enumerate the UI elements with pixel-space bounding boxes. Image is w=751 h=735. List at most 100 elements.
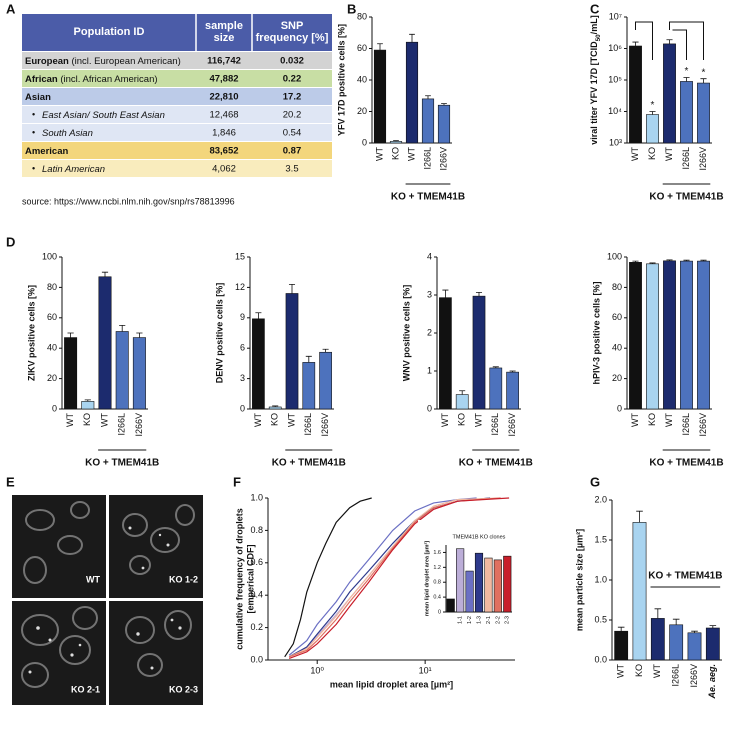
error-bar <box>305 355 312 363</box>
significance: * <box>702 67 706 78</box>
row-size: 1,846 <box>212 128 236 139</box>
y-tick-label: 0.8 <box>433 580 441 586</box>
header-cell: Population ID <box>74 26 145 38</box>
group-label: KO + TMEM41B <box>272 458 346 469</box>
group-label: KO + TMEM41B <box>649 192 723 203</box>
bar <box>687 632 702 661</box>
row-snp: 3.5 <box>285 164 298 175</box>
y-tick-label: 0 <box>52 403 57 413</box>
error-bar <box>322 348 329 353</box>
header-cell: size <box>214 32 235 44</box>
error-bar <box>691 630 698 633</box>
row-name-main: South Asian <box>42 128 93 139</box>
row-size: 116,742 <box>207 56 241 67</box>
y-axis-label: ZIKV positive cells [%] <box>26 285 36 381</box>
bar <box>697 82 710 144</box>
header-cell: SNP <box>281 20 304 32</box>
y-tick-label: 12 <box>235 282 245 292</box>
bullet: • <box>32 163 35 173</box>
x-tick-label: WT <box>652 664 662 678</box>
y-tick-label: 40 <box>612 343 622 353</box>
image-label: WT <box>86 574 100 584</box>
bar <box>489 367 503 410</box>
row-name: South Asian <box>42 128 93 139</box>
x-tick-label: 10⁰ <box>310 665 324 675</box>
bar <box>472 295 486 410</box>
y-tick-label: 1.5 <box>594 534 607 544</box>
error-bar <box>666 39 673 44</box>
error-bar <box>509 370 516 373</box>
source: source: https://www.ncbi.nlm.nih.gov/snp… <box>22 196 235 206</box>
image-label: KO 1-2 <box>169 574 198 584</box>
x-tick-label: WT <box>630 413 640 427</box>
bar <box>285 293 299 410</box>
bar <box>437 104 451 144</box>
header-cell: frequency [%] <box>256 32 329 44</box>
y-tick-label: 0 <box>427 403 432 413</box>
bar <box>302 362 316 410</box>
bar <box>503 555 512 613</box>
y-tick-label: 3 <box>427 289 432 299</box>
y-tick-label: 40 <box>47 343 57 353</box>
significance-bracket <box>669 21 704 60</box>
bar <box>629 262 642 410</box>
error-bar <box>255 312 262 319</box>
x-tick-label: 1-2 <box>467 616 473 624</box>
error-bar <box>666 259 673 261</box>
chart-title: TMEM41B KO clones <box>453 534 506 540</box>
row-name: Latin American <box>42 164 105 175</box>
bar <box>474 552 484 613</box>
x-tick-label: WT <box>630 147 640 161</box>
bar <box>268 406 282 410</box>
y-axis-label: WNV positive cells [%] <box>401 285 411 382</box>
x-tick-label: I266L <box>303 413 313 436</box>
y-tick-label: 3 <box>240 373 245 383</box>
y-axis-label: hPIV-3 positive cells [%] <box>591 281 601 384</box>
y-tick-label: 60 <box>47 312 57 322</box>
y-tick-label: 2.0 <box>594 494 607 504</box>
bar <box>705 627 720 661</box>
bar <box>405 41 419 144</box>
bar <box>64 337 78 410</box>
y-tick-label: 80 <box>47 282 57 292</box>
y-axis-label: viral titer YFV 17D [TCID50/mL] <box>589 15 602 144</box>
micrograph <box>109 601 203 705</box>
bar <box>421 98 435 144</box>
y-axis-label: [emperical CDF] <box>245 544 255 613</box>
error-bar <box>632 41 639 47</box>
significance-bracket <box>672 29 687 60</box>
panel-label: E <box>6 474 15 489</box>
error-bar <box>649 111 656 115</box>
y-tick-label: 20 <box>612 373 622 383</box>
x-tick-label: KO <box>647 147 657 160</box>
y-axis-label: mean particle size [µm²] <box>574 529 584 631</box>
row-snp: 0.032 <box>280 56 304 67</box>
error-bar <box>288 283 296 294</box>
micrographs: WT KO 1-2 KO 2-1 KO 2-3 <box>12 495 203 705</box>
y-tick-label: 20 <box>47 373 57 383</box>
row-name: Asian <box>25 92 51 103</box>
row-size: 4,062 <box>212 164 236 175</box>
row-note: (incl. African American) <box>60 74 157 85</box>
row-name: European (incl. European American) <box>25 56 181 67</box>
y-tick-label: 1.0 <box>594 574 607 584</box>
y-tick-label: 0.0 <box>250 654 263 664</box>
row-size: 12,468 <box>209 110 238 121</box>
error-bar <box>84 399 91 402</box>
x-tick-label: KO <box>457 413 467 426</box>
bar <box>493 559 502 613</box>
error-bar <box>425 95 431 99</box>
row-size: 22,810 <box>209 92 238 103</box>
x-tick-label: I266V <box>507 413 517 437</box>
row-name: American <box>25 146 68 157</box>
bar <box>319 351 332 410</box>
y-tick-label: 0.0 <box>594 654 607 664</box>
y-axis-label: DENV positive cells [%] <box>214 283 224 384</box>
x-tick-label: WT <box>253 413 263 427</box>
row-name-main: European <box>25 56 69 67</box>
bar <box>663 43 676 144</box>
y-tick-label: 20 <box>357 106 367 116</box>
error-bar <box>272 405 279 407</box>
x-tick-label: 1-1 <box>458 616 464 624</box>
y-tick-label: 0 <box>438 609 441 615</box>
